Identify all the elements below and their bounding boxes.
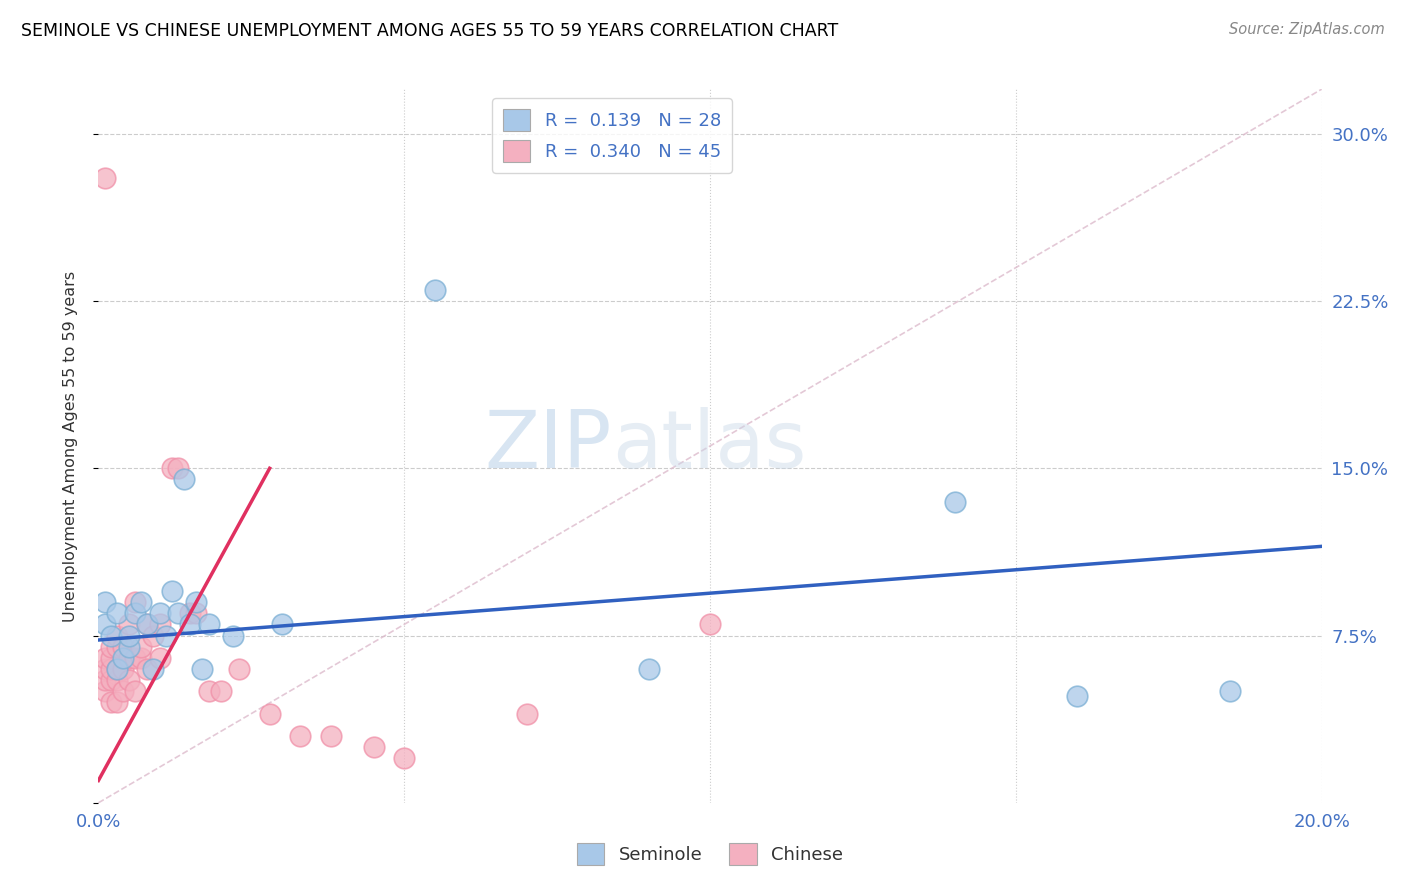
Point	[93, 662, 115, 676]
Point	[100, 696, 122, 710]
Point	[167, 461, 190, 475]
Point	[93, 617, 115, 632]
Point	[93, 651, 115, 665]
Point	[111, 640, 134, 654]
Point	[111, 651, 134, 665]
Point	[100, 628, 122, 642]
Point	[228, 662, 250, 676]
Point	[118, 651, 141, 665]
Point	[167, 607, 190, 621]
Point	[105, 628, 128, 642]
Text: SEMINOLE VS CHINESE UNEMPLOYMENT AMONG AGES 55 TO 59 YEARS CORRELATION CHART: SEMINOLE VS CHINESE UNEMPLOYMENT AMONG A…	[21, 22, 838, 40]
Point	[93, 684, 115, 698]
Point	[136, 662, 159, 676]
Point	[149, 617, 172, 632]
Point	[637, 662, 661, 676]
Point	[160, 583, 183, 598]
Point	[100, 651, 122, 665]
Point	[105, 662, 128, 676]
Point	[392, 751, 416, 765]
Point	[209, 684, 232, 698]
Point	[1219, 684, 1241, 698]
Legend: Seminole, Chinese: Seminole, Chinese	[569, 836, 851, 872]
Point	[118, 640, 141, 654]
Point	[943, 494, 966, 508]
Text: Source: ZipAtlas.com: Source: ZipAtlas.com	[1229, 22, 1385, 37]
Point	[142, 628, 165, 642]
Point	[149, 651, 172, 665]
Point	[155, 628, 177, 642]
Point	[423, 283, 446, 297]
Point	[1066, 689, 1088, 703]
Point	[136, 617, 159, 632]
Point	[124, 684, 146, 698]
Point	[191, 662, 214, 676]
Point	[179, 607, 201, 621]
Point	[105, 607, 128, 621]
Point	[93, 595, 115, 609]
Point	[186, 595, 208, 609]
Point	[111, 684, 134, 698]
Point	[179, 617, 201, 632]
Point	[93, 673, 115, 687]
Point	[100, 662, 122, 676]
Text: atlas: atlas	[612, 407, 807, 485]
Point	[124, 651, 146, 665]
Point	[129, 651, 152, 665]
Point	[105, 696, 128, 710]
Point	[290, 729, 312, 743]
Point	[363, 740, 385, 755]
Point	[160, 461, 183, 475]
Point	[173, 473, 195, 487]
Point	[105, 673, 128, 687]
Point	[516, 706, 538, 721]
Text: ZIP: ZIP	[485, 407, 612, 485]
Point	[105, 662, 128, 676]
Point	[186, 607, 208, 621]
Point	[124, 607, 146, 621]
Point	[100, 640, 122, 654]
Point	[118, 673, 141, 687]
Point	[197, 617, 219, 632]
Point	[118, 617, 141, 632]
Point	[222, 628, 245, 642]
Point	[129, 640, 152, 654]
Point	[111, 662, 134, 676]
Point	[319, 729, 342, 743]
Point	[136, 617, 159, 632]
Point	[100, 673, 122, 687]
Point	[118, 628, 141, 642]
Point	[142, 662, 165, 676]
Point	[270, 617, 292, 632]
Point	[129, 595, 152, 609]
Y-axis label: Unemployment Among Ages 55 to 59 years: Unemployment Among Ages 55 to 59 years	[63, 270, 77, 622]
Point	[105, 640, 128, 654]
Point	[259, 706, 281, 721]
Point	[93, 171, 115, 186]
Point	[124, 595, 146, 609]
Point	[149, 607, 172, 621]
Point	[197, 684, 219, 698]
Point	[699, 617, 721, 632]
